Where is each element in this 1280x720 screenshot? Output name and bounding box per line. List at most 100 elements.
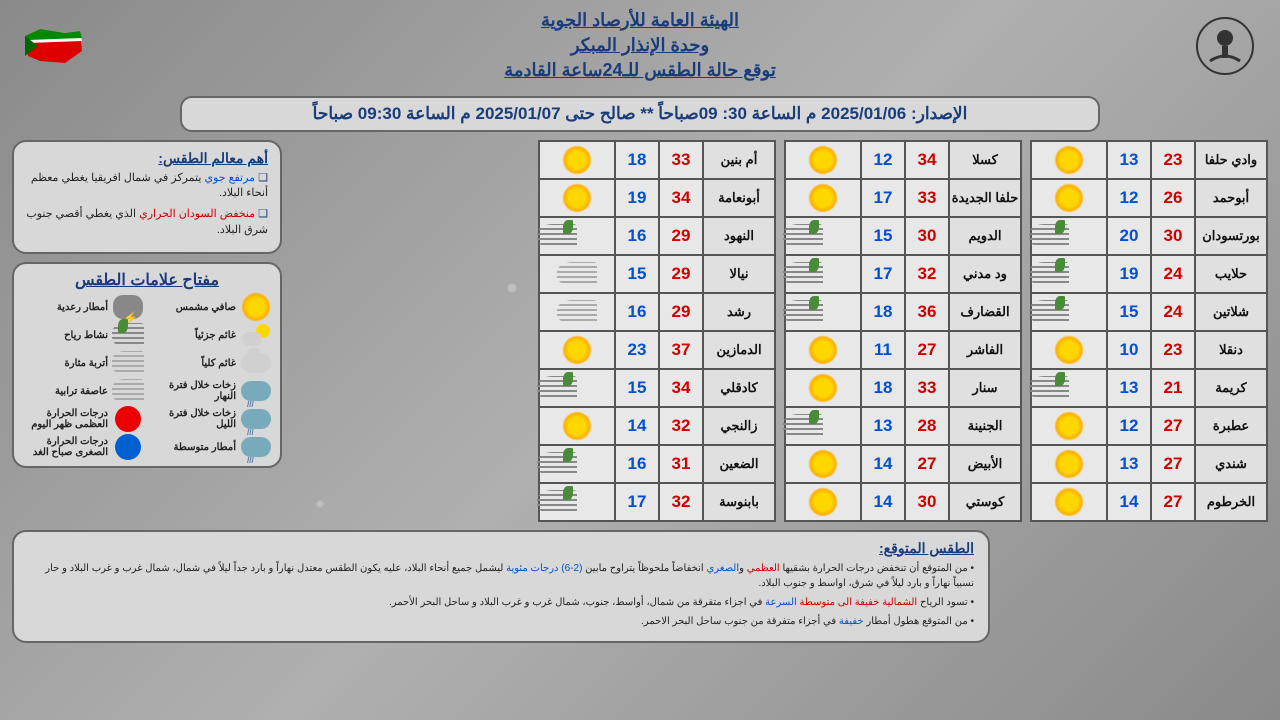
- table-row: عطبرة2712: [1031, 407, 1267, 445]
- temp-low: 14: [861, 483, 905, 521]
- table-row: بابنوسة3217: [539, 483, 775, 521]
- table-row: ود مدني3217: [785, 255, 1021, 293]
- temp-low: 17: [861, 179, 905, 217]
- weather-icon: [539, 331, 615, 369]
- weather-icon: [1031, 331, 1107, 369]
- weather-icon: [1031, 293, 1107, 331]
- temp-low: 14: [1107, 483, 1151, 521]
- city-name: الدمازين: [703, 331, 775, 369]
- table-row: الأبيض2714: [785, 445, 1021, 483]
- weather-icon: [785, 179, 861, 217]
- city-name: ود مدني: [949, 255, 1021, 293]
- temp-high: 24: [1151, 255, 1195, 293]
- temp-high: 30: [905, 217, 949, 255]
- features-panel: أهم معالم الطقس: مرتفع جوي يتمركز في شما…: [12, 140, 282, 255]
- weather-icon: [1031, 179, 1107, 217]
- weather-icon: [539, 293, 615, 331]
- table-row: حلفا الجديدة3317: [785, 179, 1021, 217]
- temp-low: 17: [861, 255, 905, 293]
- forecast-title: الطقس المتوقع:: [28, 540, 974, 557]
- table-row: الجنينة2813: [785, 407, 1021, 445]
- legend-item: زخات خلال فترة النهار: [150, 378, 272, 404]
- weather-icon: [1031, 445, 1107, 483]
- sun-icon: [240, 294, 272, 320]
- temp-low: 18: [861, 369, 905, 407]
- legend-item: غائم كلياً: [150, 350, 272, 376]
- table-row: أبوحمد2612: [1031, 179, 1267, 217]
- weather-icon: [1031, 407, 1107, 445]
- city-table-3: أم بنين3318أبونعامة3419النهود2916نيالا29…: [538, 140, 776, 522]
- weather-icon: [1031, 483, 1107, 521]
- feature-item: منخفض السودان الحراري الذي يغطي أقصي جنو…: [26, 207, 268, 238]
- features-list: مرتفع جوي يتمركز في شمال افريقيا يغطي مع…: [26, 171, 268, 239]
- legend-item: أمطار متوسطة: [150, 434, 272, 460]
- temp-low: 16: [615, 293, 659, 331]
- city-name: كريمة: [1195, 369, 1267, 407]
- title-block: الهيئة العامة للأرصاد الجوية وحدة الإنذا…: [504, 8, 776, 84]
- weather-icon: [785, 445, 861, 483]
- table-row: رشد2916: [539, 293, 775, 331]
- temp-high: 21: [1151, 369, 1195, 407]
- temp-high: 27: [1151, 445, 1195, 483]
- table-row: الدويم3015: [785, 217, 1021, 255]
- table-row: سنار3318: [785, 369, 1021, 407]
- table-row: كادقلي3415: [539, 369, 775, 407]
- city-name: الخرطوم: [1195, 483, 1267, 521]
- temp-high: 29: [659, 255, 703, 293]
- red-icon: [112, 406, 144, 432]
- weather-icon: [539, 217, 615, 255]
- legend-label: درجات الحرارة الصغرى صباح الغد: [22, 436, 108, 458]
- temp-high: 28: [905, 407, 949, 445]
- temp-low: 13: [1107, 445, 1151, 483]
- weather-icon: [539, 179, 615, 217]
- temp-low: 13: [861, 407, 905, 445]
- temp-low: 15: [861, 217, 905, 255]
- table-row: شلاتين2415: [1031, 293, 1267, 331]
- table-row: حلايب2419: [1031, 255, 1267, 293]
- weather-icon: [539, 445, 615, 483]
- table-row: النهود2916: [539, 217, 775, 255]
- weather-icon: [785, 369, 861, 407]
- legend-label: صافي مشمس: [176, 302, 236, 313]
- city-name: الأبيض: [949, 445, 1021, 483]
- table-row: وادي حلفا2313: [1031, 141, 1267, 179]
- weather-icon: [539, 369, 615, 407]
- legend-item: أمطار رعدية: [22, 294, 144, 320]
- table-row: الدمازين3723: [539, 331, 775, 369]
- issue-bar: الإصدار: 2025/01/06 م الساعة 30: 09صباحا…: [180, 96, 1100, 132]
- temp-high: 36: [905, 293, 949, 331]
- header: الهيئة العامة للأرصاد الجوية وحدة الإنذا…: [0, 0, 1280, 92]
- city-name: أبوحمد: [1195, 179, 1267, 217]
- dust-icon: [112, 350, 144, 376]
- weather-icon: [785, 483, 861, 521]
- city-name: حلفا الجديدة: [949, 179, 1021, 217]
- weather-icon: [539, 407, 615, 445]
- table-row: كريمة2113: [1031, 369, 1267, 407]
- city-name: كادقلي: [703, 369, 775, 407]
- temp-low: 20: [1107, 217, 1151, 255]
- weather-icon: [785, 141, 861, 179]
- weather-icon: [785, 293, 861, 331]
- weather-icon: [785, 407, 861, 445]
- temp-high: 34: [659, 179, 703, 217]
- weather-icon: [785, 255, 861, 293]
- city-name: القضارف: [949, 293, 1021, 331]
- weather-icon: [1031, 255, 1107, 293]
- table-row: نيالا2915: [539, 255, 775, 293]
- temp-high: 33: [905, 369, 949, 407]
- city-name: كسلا: [949, 141, 1021, 179]
- legend-label: زخات خلال فترة النهار: [150, 380, 236, 402]
- city-name: أم بنين: [703, 141, 775, 179]
- temp-low: 16: [615, 217, 659, 255]
- table-row: أم بنين3318: [539, 141, 775, 179]
- tables-wrap: وادي حلفا2313أبوحمد2612بورتسودان3020حلاي…: [290, 140, 1268, 522]
- rain-icon: [240, 434, 272, 460]
- flag-map: [20, 11, 90, 81]
- city-name: سنار: [949, 369, 1021, 407]
- temp-low: 17: [615, 483, 659, 521]
- temp-low: 15: [1107, 293, 1151, 331]
- table-row: الضعين3116: [539, 445, 775, 483]
- cloud-icon: [240, 350, 272, 376]
- table-row: دنقلا2310: [1031, 331, 1267, 369]
- city-name: عطبرة: [1195, 407, 1267, 445]
